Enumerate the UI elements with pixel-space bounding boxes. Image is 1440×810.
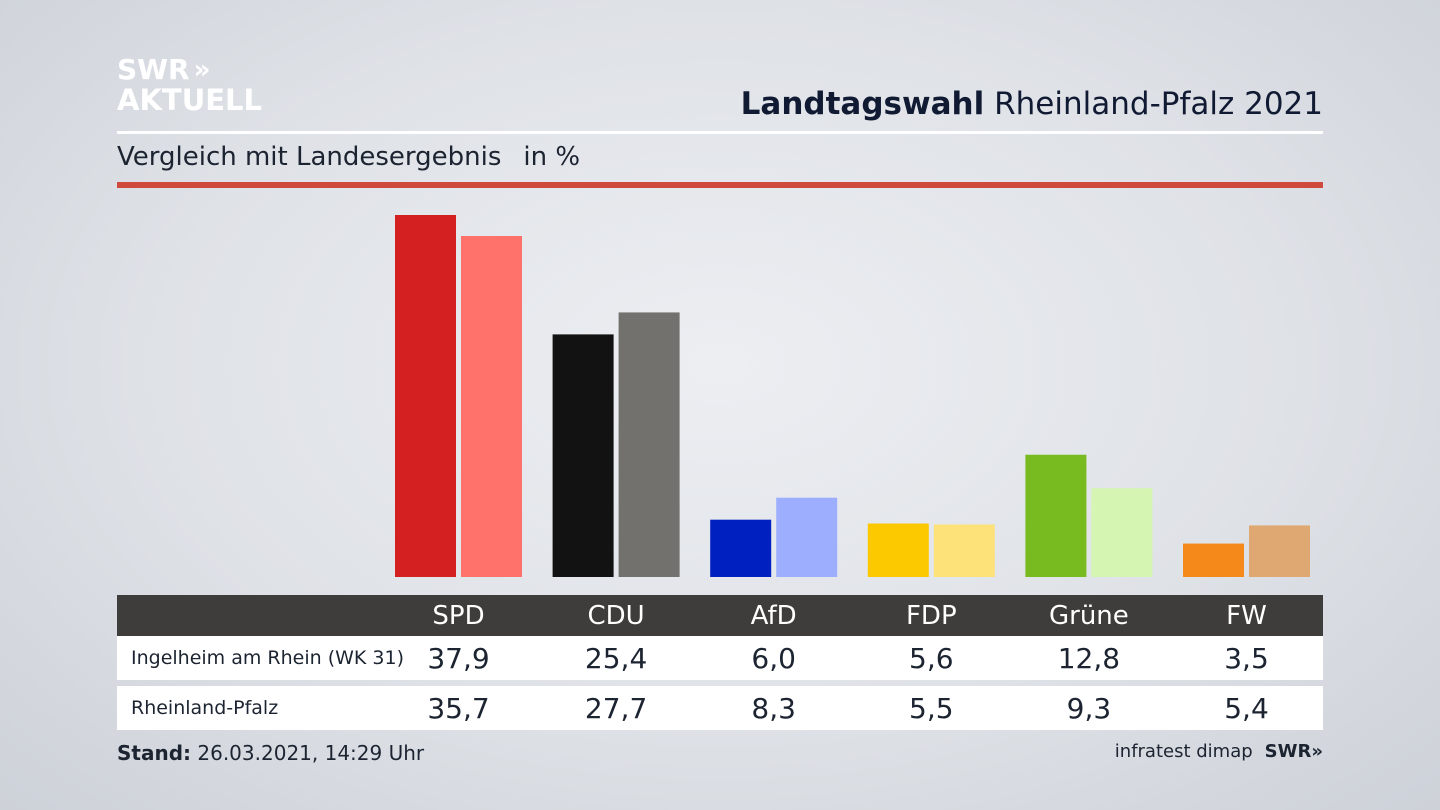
bar-fdp-series-1 — [867, 523, 929, 577]
bar-fw-series-2 — [1249, 525, 1310, 577]
table-cell: 9,3 — [1066, 691, 1112, 725]
column-header: FDP — [905, 600, 957, 631]
bar-fw-series-1 — [1183, 543, 1244, 577]
column-header: SPD — [432, 600, 485, 631]
table-cell: 3,5 — [1224, 641, 1269, 675]
source-text: infratest dimap — [1114, 741, 1253, 762]
chart-subtitle: Vergleich mit Landesergebnis in % — [117, 142, 580, 172]
bar-chart — [395, 215, 1310, 578]
table-cell: 12,8 — [1057, 641, 1121, 675]
stand-value: 26.03.2021, 14:29 Uhr — [197, 741, 425, 765]
source: infratest dimap SWR» — [1115, 741, 1323, 762]
table-cell: 35,7 — [427, 691, 490, 725]
accent-divider — [117, 182, 1323, 188]
chart-title: Landtagswahl Rheinland-Pfalz 2021 — [741, 86, 1323, 122]
table-cell: 27,7 — [584, 691, 648, 725]
logo-aktuell-text: AKTUELL — [117, 83, 263, 117]
table-cell: 5,6 — [909, 641, 954, 675]
row-label: Ingelheim am Rhein (WK 31) — [131, 647, 405, 669]
bar-spd-series-1 — [395, 215, 456, 577]
timestamp: Stand: 26.03.2021, 14:29 Uhr — [117, 741, 424, 765]
table-row: Ingelheim am Rhein (WK 31) 37,9 25,4 6,0 5,… — [117, 636, 1323, 680]
swr-logo: SWR» — [1265, 741, 1323, 762]
swr-logo-text: SWR — [1264, 741, 1312, 762]
chart-title-bold: Landtagswahl — [740, 86, 985, 122]
bar-cdu-series-2 — [618, 312, 680, 577]
table-row: Rheinland-Pfalz 35,7 27,7 8,3 5,5 9,3 5,4 — [117, 686, 1323, 730]
table-cell: 25,4 — [584, 641, 648, 675]
logo-swr-text: SWR — [117, 53, 190, 86]
table-cell: 6,0 — [751, 641, 796, 675]
swr-aktuell-logo: SWR» AKTUELL — [117, 53, 263, 117]
subtitle-text: Vergleich mit Landesergebnis — [117, 142, 502, 172]
bar-grne-series-2 — [1091, 488, 1153, 577]
column-header: Grüne — [1048, 600, 1129, 631]
bar-cdu-series-1 — [552, 334, 614, 577]
bar-spd-series-2 — [461, 236, 522, 578]
chevron-right-icon: » — [1311, 741, 1323, 762]
bar-grne-series-1 — [1025, 454, 1087, 577]
subtitle-unit: in % — [523, 142, 581, 172]
chart-title-rest: Rheinland-Pfalz 2021 — [994, 86, 1323, 122]
stand-label: Stand: — [117, 741, 192, 765]
results-table: SPD CDU AfD FDP Grüne FW Ingelheim am Rhein (… — [117, 595, 1323, 730]
chevron-right-icon: » — [193, 55, 211, 85]
table-cell: 5,4 — [1224, 691, 1269, 725]
title-divider — [117, 131, 1323, 134]
bar-fdp-series-2 — [933, 524, 995, 577]
column-header: AfD — [750, 600, 797, 631]
column-header: CDU — [587, 600, 645, 631]
row-label: Rheinland-Pfalz — [131, 697, 279, 719]
table-cell: 5,5 — [909, 691, 954, 725]
bar-afd-series-2 — [776, 497, 838, 577]
table-cell: 8,3 — [751, 691, 796, 725]
table-cell: 37,9 — [427, 641, 490, 675]
table-header-row: SPD CDU AfD FDP Grüne FW — [117, 595, 1323, 636]
bar-afd-series-1 — [710, 519, 772, 577]
column-header: FW — [1226, 600, 1267, 631]
